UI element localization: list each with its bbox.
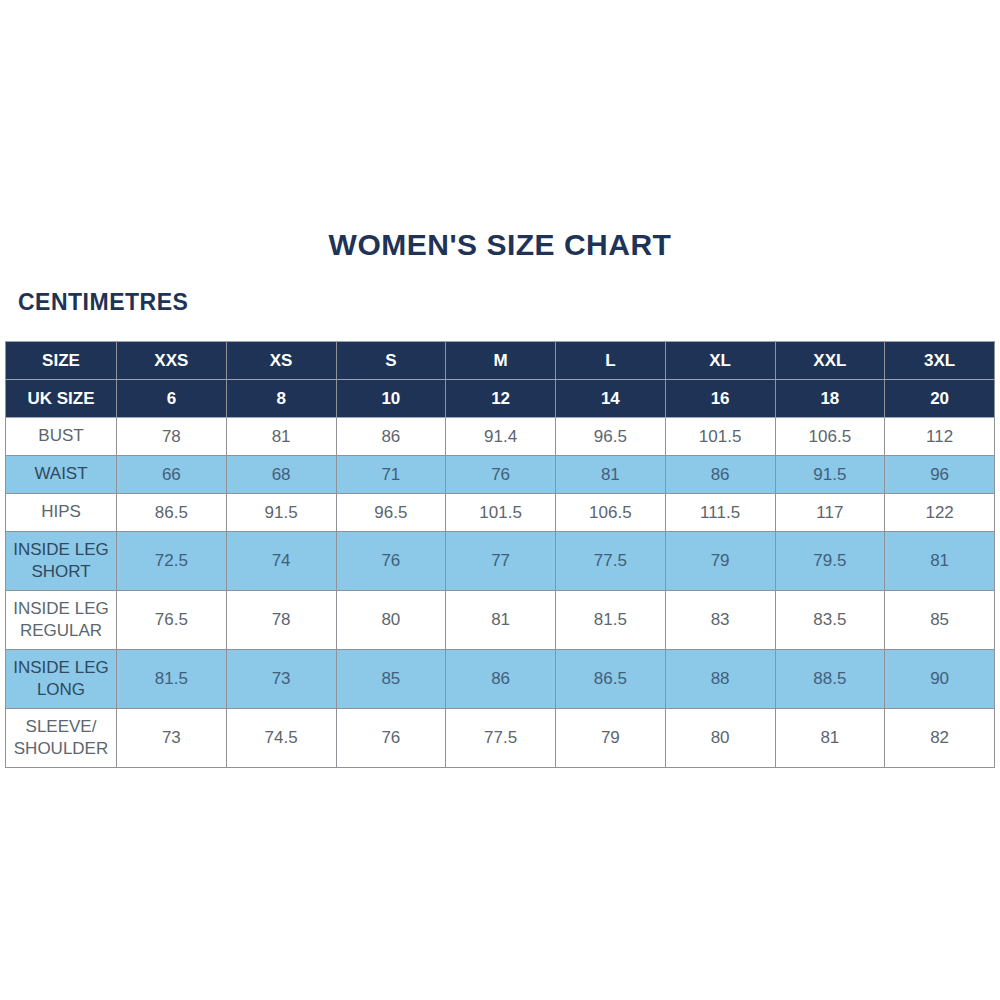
cell: 79 — [665, 532, 775, 591]
cell: 66 — [117, 456, 227, 494]
cell: 14 — [556, 380, 666, 418]
cell: 68 — [226, 456, 336, 494]
cell: 74.5 — [226, 709, 336, 768]
cell: 81.5 — [556, 591, 666, 650]
row-label: WAIST — [6, 456, 117, 494]
cell: 96 — [885, 456, 995, 494]
cell: 117 — [775, 494, 885, 532]
cell: 16 — [665, 380, 775, 418]
table-row: BUST78818691.496.5101.5106.5112 — [6, 418, 995, 456]
cell: 112 — [885, 418, 995, 456]
cell: 101.5 — [665, 418, 775, 456]
cell: 81 — [556, 456, 666, 494]
cell: 71 — [336, 456, 446, 494]
cell: 111.5 — [665, 494, 775, 532]
size-table-body: BUST78818691.496.5101.5106.5112WAIST6668… — [6, 418, 995, 768]
cell: 76 — [336, 532, 446, 591]
cell: 81 — [885, 532, 995, 591]
cell: 76.5 — [117, 591, 227, 650]
cell: 3XL — [885, 342, 995, 380]
row-label: BUST — [6, 418, 117, 456]
cell: 88 — [665, 650, 775, 709]
cell: 86 — [665, 456, 775, 494]
header-row: UK SIZE68101214161820 — [6, 380, 995, 418]
cell: XL — [665, 342, 775, 380]
cell: 76 — [336, 709, 446, 768]
cell: M — [446, 342, 556, 380]
unit-heading: CENTIMETRES — [18, 289, 1000, 316]
size-chart-table: SIZEXXSXSSMLXLXXL3XLUK SIZE6810121416182… — [5, 341, 995, 768]
cell: 81 — [226, 418, 336, 456]
cell: 18 — [775, 380, 885, 418]
cell: 79.5 — [775, 532, 885, 591]
cell: 73 — [117, 709, 227, 768]
cell: 91.4 — [446, 418, 556, 456]
row-label: INSIDE LEG REGULAR — [6, 591, 117, 650]
cell: L — [556, 342, 666, 380]
cell: 80 — [665, 709, 775, 768]
cell: 90 — [885, 650, 995, 709]
table-row: INSIDE LEG SHORT72.574767777.57979.581 — [6, 532, 995, 591]
cell: 20 — [885, 380, 995, 418]
cell: XXS — [117, 342, 227, 380]
cell: 6 — [117, 380, 227, 418]
page-title: WOMEN'S SIZE CHART — [0, 0, 1000, 262]
cell: 73 — [226, 650, 336, 709]
cell: 122 — [885, 494, 995, 532]
table-row: HIPS86.591.596.5101.5106.5111.5117122 — [6, 494, 995, 532]
cell: 101.5 — [446, 494, 556, 532]
row-label: UK SIZE — [6, 380, 117, 418]
cell: 77.5 — [446, 709, 556, 768]
cell: 12 — [446, 380, 556, 418]
cell: 85 — [885, 591, 995, 650]
cell: 106.5 — [556, 494, 666, 532]
row-label: SIZE — [6, 342, 117, 380]
table-row: WAIST66687176818691.596 — [6, 456, 995, 494]
table-row: SLEEVE/ SHOULDER7374.57677.579808182 — [6, 709, 995, 768]
cell: 72.5 — [117, 532, 227, 591]
cell: 76 — [446, 456, 556, 494]
cell: 79 — [556, 709, 666, 768]
cell: 91.5 — [226, 494, 336, 532]
size-table-head: SIZEXXSXSSMLXLXXL3XLUK SIZE6810121416182… — [6, 342, 995, 418]
header-row: SIZEXXSXSSMLXLXXL3XL — [6, 342, 995, 380]
row-label: SLEEVE/ SHOULDER — [6, 709, 117, 768]
cell: 96.5 — [336, 494, 446, 532]
cell: 86.5 — [556, 650, 666, 709]
cell: 78 — [226, 591, 336, 650]
cell: XXL — [775, 342, 885, 380]
cell: XS — [226, 342, 336, 380]
cell: 81 — [446, 591, 556, 650]
cell: 82 — [885, 709, 995, 768]
cell: 81 — [775, 709, 885, 768]
cell: 83.5 — [775, 591, 885, 650]
cell: 80 — [336, 591, 446, 650]
cell: 78 — [117, 418, 227, 456]
cell: 74 — [226, 532, 336, 591]
table-row: INSIDE LEG LONG81.573858686.58888.590 — [6, 650, 995, 709]
row-label: INSIDE LEG SHORT — [6, 532, 117, 591]
cell: 106.5 — [775, 418, 885, 456]
cell: S — [336, 342, 446, 380]
table-row: INSIDE LEG REGULAR76.578808181.58383.585 — [6, 591, 995, 650]
cell: 8 — [226, 380, 336, 418]
cell: 77.5 — [556, 532, 666, 591]
row-label: HIPS — [6, 494, 117, 532]
cell: 86 — [446, 650, 556, 709]
cell: 88.5 — [775, 650, 885, 709]
cell: 86 — [336, 418, 446, 456]
cell: 96.5 — [556, 418, 666, 456]
row-label: INSIDE LEG LONG — [6, 650, 117, 709]
cell: 77 — [446, 532, 556, 591]
cell: 81.5 — [117, 650, 227, 709]
cell: 83 — [665, 591, 775, 650]
cell: 85 — [336, 650, 446, 709]
cell: 10 — [336, 380, 446, 418]
cell: 86.5 — [117, 494, 227, 532]
cell: 91.5 — [775, 456, 885, 494]
